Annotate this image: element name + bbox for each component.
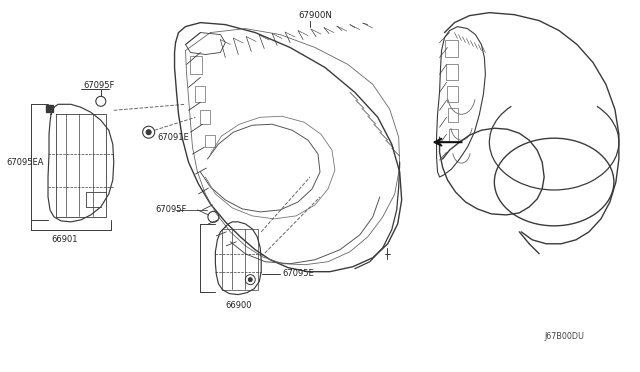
- Bar: [191, 57, 202, 74]
- Text: 66901: 66901: [51, 235, 77, 244]
- Circle shape: [248, 278, 252, 282]
- Bar: [195, 86, 205, 102]
- Text: 67091E: 67091E: [157, 133, 189, 142]
- Text: J67B00DU: J67B00DU: [544, 332, 584, 341]
- Text: 66900: 66900: [225, 301, 252, 310]
- Bar: [447, 108, 458, 122]
- Bar: [447, 86, 458, 102]
- Text: 67095EA: 67095EA: [6, 158, 44, 167]
- Bar: [449, 129, 458, 142]
- Bar: [445, 39, 458, 58]
- Bar: [445, 64, 458, 80]
- Circle shape: [146, 130, 151, 135]
- Bar: [205, 135, 216, 147]
- Text: 67900N: 67900N: [298, 11, 332, 20]
- Text: 67095F: 67095F: [83, 81, 115, 90]
- Text: 67095E: 67095E: [282, 269, 314, 278]
- Bar: [200, 110, 211, 124]
- Text: 67095F: 67095F: [156, 205, 187, 214]
- Bar: [46, 105, 53, 112]
